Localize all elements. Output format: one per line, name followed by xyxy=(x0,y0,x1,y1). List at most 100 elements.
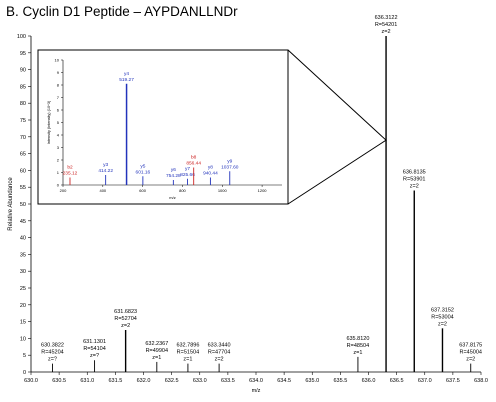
inset-ion-value: 940.44 xyxy=(203,171,218,177)
inset-ion-value: 754.28 xyxy=(166,173,181,179)
peak-label: 630.3822 xyxy=(41,343,64,349)
y-tick-label: 10 xyxy=(20,336,26,342)
x-tick-label: 636.5 xyxy=(390,378,404,384)
inset-y-tick-label: 9 xyxy=(57,70,60,75)
peak-label: z=2 xyxy=(466,357,475,363)
figure-title: B. Cyclin D1 Peptide – AYPDANLLNDr xyxy=(6,4,238,19)
peak-label: z=2 xyxy=(382,29,391,35)
inset-x-tick-label: 400 xyxy=(99,188,106,193)
peak-label: z=? xyxy=(90,353,99,359)
inset-ion-value: 825.66 xyxy=(180,172,195,178)
inset-x-tick-label: 1000 xyxy=(218,188,228,193)
y-tick-label: 65 xyxy=(20,152,26,158)
y-tick-label: 90 xyxy=(20,68,26,74)
peak-label: R=54201 xyxy=(375,22,397,28)
x-tick-label: 630.0 xyxy=(24,378,38,384)
inset-ion-name: b8 xyxy=(191,155,197,161)
y-tick-label: 55 xyxy=(20,185,26,191)
inset-y-tick-label: 0 xyxy=(57,183,60,188)
peak-label: 632.7896 xyxy=(176,343,199,349)
y-tick-label: 70 xyxy=(20,135,26,141)
x-tick-label: 632.5 xyxy=(165,378,179,384)
inset-ion-name: y5 xyxy=(140,163,145,169)
inset-ion-value: 1037.60 xyxy=(221,164,239,170)
x-tick-label: 637.0 xyxy=(418,378,432,384)
y-tick-label: 20 xyxy=(20,303,26,309)
y-tick-label: 25 xyxy=(20,286,26,292)
peak-label: 631.1301 xyxy=(83,339,106,345)
inset-x-tick-label: 800 xyxy=(179,188,186,193)
peak-label: R=47704 xyxy=(208,350,230,356)
y-tick-label: 45 xyxy=(20,219,26,225)
peak-label: 636.8135 xyxy=(403,170,426,176)
x-tick-label: 633.5 xyxy=(221,378,235,384)
peak-label: 633.3440 xyxy=(208,343,231,349)
y-tick-label: 0 xyxy=(23,370,26,376)
peak-label: R=49904 xyxy=(146,348,168,354)
x-tick-label: 630.5 xyxy=(52,378,66,384)
x-tick-label: 637.5 xyxy=(446,378,460,384)
peak-label: R=53004 xyxy=(431,314,453,320)
peak-label: R=51504 xyxy=(177,350,199,356)
peak-label: z=2 xyxy=(215,357,224,363)
inset-y-tick-label: 3 xyxy=(57,145,60,150)
x-tick-label: 635.0 xyxy=(305,378,319,384)
inset-y-tick-label: 8 xyxy=(57,83,60,88)
y-tick-label: 15 xyxy=(20,320,26,326)
inset-ion-name: y4 xyxy=(124,71,129,77)
inset-ion-name: b2 xyxy=(67,165,73,171)
peak-label: 632.2367 xyxy=(145,341,168,347)
peak-label: 636.3122 xyxy=(375,15,398,21)
x-axis-label: m/z xyxy=(252,388,261,394)
peak-label: z=1 xyxy=(152,355,161,361)
peak-label: 631.6823 xyxy=(114,309,137,315)
x-tick-label: 631.0 xyxy=(80,378,94,384)
y-tick-label: 35 xyxy=(20,252,26,258)
inset-x-axis-label: m/z xyxy=(169,195,175,200)
inset-ion-value: 414.22 xyxy=(98,168,113,174)
peak-label: 637.8175 xyxy=(459,343,482,349)
y-axis-label: Relative Abundance xyxy=(8,177,14,231)
y-tick-label: 100 xyxy=(17,34,26,40)
x-tick-label: 631.5 xyxy=(108,378,122,384)
x-tick-label: 636.0 xyxy=(362,378,376,384)
inset-frame xyxy=(37,49,289,205)
inset-x-tick-label: 200 xyxy=(60,188,67,193)
inset-ion-value: 601.16 xyxy=(136,169,151,175)
y-tick-label: 5 xyxy=(23,353,26,359)
inset-y-tick-label: 7 xyxy=(57,95,60,100)
inset-y-tick-label: 4 xyxy=(57,133,60,138)
peak-label: R=52704 xyxy=(114,316,136,322)
x-tick-label: 635.5 xyxy=(333,378,347,384)
inset-y-tick-label: 6 xyxy=(57,108,60,113)
peak-label: z=? xyxy=(48,357,57,363)
y-tick-label: 60 xyxy=(20,168,26,174)
x-tick-label: 634.5 xyxy=(277,378,291,384)
inset-ion-name: y8 xyxy=(208,165,213,171)
peak-label: R=48504 xyxy=(347,343,369,349)
inset-ion-name: y6 xyxy=(171,167,176,173)
inset-y-tick-label: 5 xyxy=(57,120,60,125)
inset-ion-value: 856.44 xyxy=(186,161,201,167)
inset-ion-value: 519.27 xyxy=(119,77,134,83)
inset-x-tick-label: 600 xyxy=(139,188,146,193)
inset-callout-lines xyxy=(287,49,387,205)
x-tick-label: 632.0 xyxy=(137,378,151,384)
peak-label: z=2 xyxy=(121,323,130,329)
y-tick-label: 40 xyxy=(20,236,26,242)
inset-y-tick-label: 10 xyxy=(55,58,60,63)
peak-label: 635.8120 xyxy=(346,336,369,342)
y-tick-label: 75 xyxy=(20,118,26,124)
peak-label: R=53901 xyxy=(403,177,425,183)
inset-y-tick-label: 2 xyxy=(57,158,60,163)
x-tick-label: 634.0 xyxy=(249,378,263,384)
peak-label: z=2 xyxy=(410,184,419,190)
y-tick-label: 80 xyxy=(20,101,26,107)
inset-x-tick-label: 1200 xyxy=(258,188,268,193)
y-tick-label: 85 xyxy=(20,84,26,90)
inset-ion-name: y9 xyxy=(227,158,232,164)
y-tick-label: 50 xyxy=(20,202,26,208)
peak-label: z=1 xyxy=(353,350,362,356)
